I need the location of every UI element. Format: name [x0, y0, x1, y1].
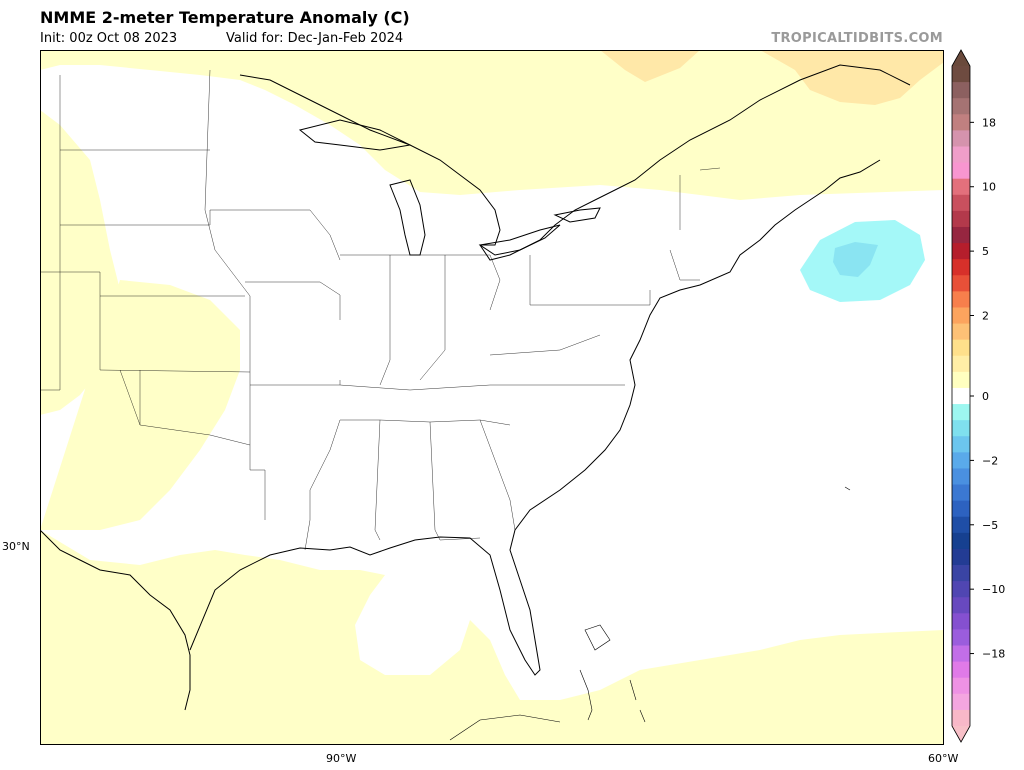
great-lakes-outline	[239, 64, 911, 261]
colorbar-cell	[952, 516, 970, 534]
us-coastline	[40, 159, 881, 711]
anomaly-atlantic-south-warm	[40, 530, 85, 650]
colorbar-cell	[952, 66, 970, 83]
colorbar-min-triangle	[952, 726, 970, 742]
colorbar-cell	[952, 82, 970, 99]
anomaly-southern-plains-warm	[40, 110, 240, 530]
colorbar-tick-label: 5	[982, 245, 989, 258]
colorbar-tick-label: 10	[982, 181, 996, 194]
colorbar-tick-label: −10	[982, 583, 1005, 596]
anomaly-fields	[40, 50, 944, 745]
colorbar-cell	[952, 114, 970, 131]
colorbar-tick-label: 18	[982, 116, 996, 129]
colorbar-cell	[952, 323, 970, 341]
lake-superior	[298, 119, 412, 151]
colorbar-cell	[952, 243, 970, 260]
colorbar-cell	[952, 629, 970, 647]
colorbar-cell	[952, 709, 970, 727]
colorbar-cell	[952, 291, 970, 308]
colorbar-cell	[952, 436, 970, 453]
colorbar-cell	[952, 259, 970, 276]
anomaly-northern-great-lakes-warm	[40, 50, 944, 200]
colorbar-ticks: 18 10 5 2 0 −2 −5 −10 −18	[970, 116, 1005, 661]
colorbar-cell	[952, 484, 970, 502]
colorbar-cell	[952, 387, 970, 405]
colorbar-cells	[951, 49, 971, 743]
colorbar-cell	[952, 404, 970, 421]
colorbar-tick-label: −5	[982, 519, 998, 532]
islands	[449, 486, 851, 741]
colorbar-cell	[952, 661, 970, 679]
colorbar-cell	[952, 548, 970, 566]
map-title: NMME 2-meter Temperature Anomaly (C)	[40, 8, 410, 27]
state-borders	[40, 69, 721, 551]
colorbar-cell	[952, 468, 970, 486]
colorbar-cell	[952, 452, 970, 469]
anomaly-atlantic-cool-core	[833, 242, 878, 277]
brand-watermark: TROPICALTIDBITS.COM	[771, 31, 943, 46]
colorbar-cell	[952, 371, 970, 389]
lon-label-60w: 60°W	[928, 752, 959, 765]
colorbar-cell	[952, 677, 970, 695]
colorbar-cell	[952, 98, 970, 115]
lake-erie	[478, 224, 561, 256]
anomaly-map	[40, 50, 944, 745]
colorbar-outline	[951, 49, 971, 743]
colorbar-cell	[952, 226, 970, 244]
lake-ontario	[553, 207, 601, 223]
colorbar-cell	[952, 130, 970, 147]
colorbar-cell	[952, 645, 970, 663]
colorbar-cell	[952, 581, 970, 598]
lat-label-30n: 30°N	[2, 540, 30, 553]
anomaly-quebec-warm	[600, 50, 944, 105]
colorbar-cell	[952, 162, 970, 180]
colorbar-cell	[952, 307, 970, 325]
colorbar-tick-label: 2	[982, 310, 989, 323]
colorbar-cell	[952, 420, 970, 437]
colorbar-tick-label: −18	[982, 648, 1005, 661]
colorbar-cell	[952, 355, 970, 373]
coastlines	[40, 64, 911, 711]
colorbar-cell	[952, 146, 970, 164]
colorbar-cell	[952, 500, 970, 518]
map-frame	[40, 50, 944, 745]
colorbar-cell	[952, 565, 970, 582]
init-time: Init: 00z Oct 08 2023	[40, 31, 178, 46]
colorbar-cell	[952, 275, 970, 292]
colorbar: 18 10 5 2 0 −2 −5 −10 −18	[951, 49, 1005, 743]
colorbar-cell	[952, 597, 970, 614]
colorbar-cell	[952, 693, 970, 711]
colorbar-cell	[952, 178, 970, 196]
colorbar-max-triangle	[952, 50, 970, 66]
colorbar-cell	[952, 532, 970, 550]
colorbar-cell	[952, 613, 970, 630]
colorbar-tick-label: 0	[982, 390, 989, 403]
colorbar-tick-label: −2	[982, 454, 998, 467]
anomaly-gulf-of-mexico-warm	[40, 530, 944, 745]
colorbar-cell	[952, 194, 970, 212]
lon-label-90w: 90°W	[326, 752, 357, 765]
valid-period: Valid for: Dec-Jan-Feb 2024	[226, 31, 404, 46]
colorbar-cell	[952, 210, 970, 228]
colorbar-cell	[952, 339, 970, 357]
